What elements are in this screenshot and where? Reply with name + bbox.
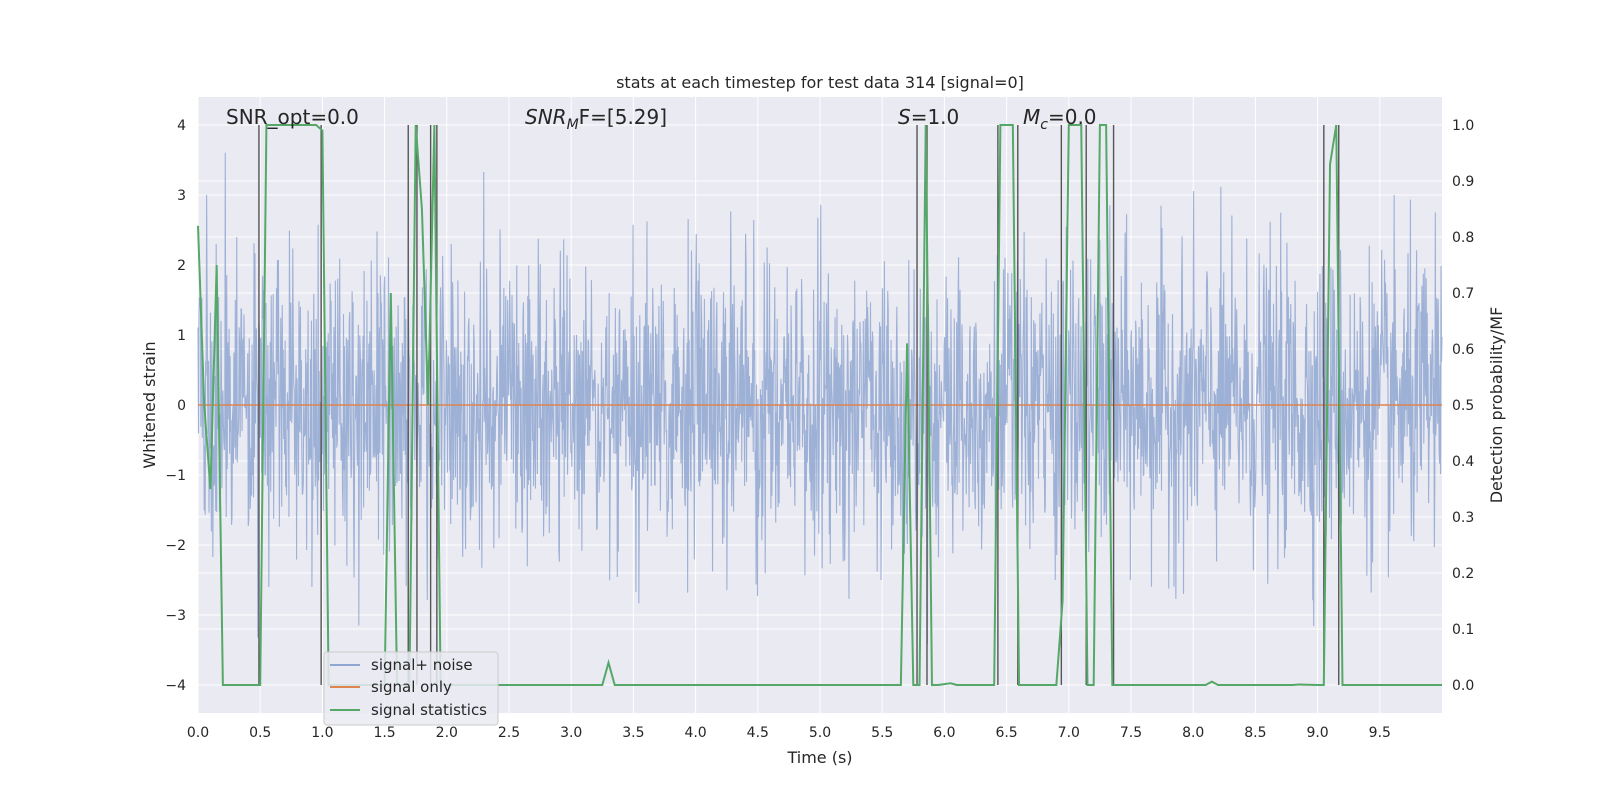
y-right-tick-label: 0.2 bbox=[1452, 566, 1474, 582]
x-tick-label: 9.0 bbox=[1306, 725, 1328, 741]
x-tick-label: 8.5 bbox=[1244, 725, 1266, 741]
y-axis-label: Whitened strain bbox=[140, 341, 159, 468]
mc-value: =0.0 bbox=[1048, 105, 1097, 129]
legend-label-signal-only: signal only bbox=[371, 678, 452, 696]
x-tick-label: 0.0 bbox=[187, 725, 209, 741]
y-tick-labels: 4 3 2 1 0 −1 −2 −3 −4 bbox=[165, 118, 186, 694]
x-tick-label: 2.5 bbox=[498, 725, 520, 741]
y-tick-label: −3 bbox=[165, 608, 186, 624]
y-right-tick-label: 0.8 bbox=[1452, 230, 1474, 246]
x-tick-label: 2.0 bbox=[436, 725, 458, 741]
annotation-snr-opt: SNR_opt=0.0 bbox=[226, 105, 359, 129]
x-tick-label: 1.0 bbox=[311, 725, 333, 741]
y-right-tick-label: 1.0 bbox=[1452, 118, 1474, 134]
legend: signal+ noise signal only signal statist… bbox=[323, 651, 499, 726]
x-tick-labels: 0.0 0.5 1.0 1.5 2.0 2.5 3.0 3.5 4.0 4.5 5.0 5.5 6.0 6… bbox=[187, 725, 1391, 741]
x-tick-label: 7.0 bbox=[1058, 725, 1080, 741]
x-tick-label: 0.5 bbox=[249, 725, 271, 741]
annotation-s: S=1.0 bbox=[898, 105, 959, 129]
x-tick-label: 3.5 bbox=[622, 725, 644, 741]
y-right-tick-label: 0.1 bbox=[1452, 622, 1474, 638]
annotation-snr-mf: SNRMF=[5.29] bbox=[525, 105, 667, 133]
snr-mf-value: F=[5.29] bbox=[579, 105, 667, 129]
y-tick-label: −2 bbox=[165, 538, 186, 554]
snr-mf-symbol: SNR bbox=[525, 105, 567, 129]
legend-label-noise: signal+ noise bbox=[371, 656, 473, 674]
annotation-mc: Mc=0.0 bbox=[1023, 105, 1097, 133]
x-tick-label: 5.0 bbox=[809, 725, 831, 741]
legend-box bbox=[323, 651, 499, 726]
y-tick-label: −1 bbox=[165, 468, 186, 484]
x-tick-label: 6.0 bbox=[933, 725, 955, 741]
mc-subscript: c bbox=[1040, 117, 1048, 133]
s-value: =1.0 bbox=[911, 105, 960, 129]
y-right-tick-label: 0.9 bbox=[1452, 174, 1474, 190]
chart-title: stats at each timestep for test data 314… bbox=[616, 73, 1024, 92]
x-tick-label: 9.5 bbox=[1369, 725, 1391, 741]
y-right-tick-label: 0.6 bbox=[1452, 342, 1474, 358]
y-tick-label: 3 bbox=[177, 188, 186, 204]
mc-symbol: M bbox=[1023, 105, 1040, 129]
x-axis-label: Time (s) bbox=[786, 748, 852, 767]
x-tick-label: 7.5 bbox=[1120, 725, 1142, 741]
signal-noise-series bbox=[197, 152, 1443, 645]
y-right-tick-label: 0.5 bbox=[1452, 398, 1474, 414]
x-tick-label: 4.5 bbox=[747, 725, 769, 741]
y-right-tick-labels: 1.0 0.9 0.8 0.7 0.6 0.5 0.4 0.3 0.2 0.1 0.0 bbox=[1452, 118, 1474, 694]
snr-mf-subscript: M bbox=[567, 117, 579, 133]
s-symbol: S bbox=[898, 105, 911, 129]
x-tick-label: 4.0 bbox=[684, 725, 706, 741]
x-tick-label: 5.5 bbox=[871, 725, 893, 741]
x-tick-label: 6.5 bbox=[995, 725, 1017, 741]
y-tick-label: 4 bbox=[177, 118, 186, 134]
y-tick-label: −4 bbox=[165, 678, 186, 694]
x-tick-label: 1.5 bbox=[373, 725, 395, 741]
x-tick-label: 3.0 bbox=[560, 725, 582, 741]
y-tick-label: 2 bbox=[177, 258, 186, 274]
y-right-tick-label: 0.7 bbox=[1452, 286, 1474, 302]
y-right-tick-label: 0.4 bbox=[1452, 454, 1474, 470]
y-tick-label: 0 bbox=[177, 398, 186, 414]
y-right-axis-label: Detection probability/MF bbox=[1487, 307, 1506, 504]
y-right-tick-label: 0.0 bbox=[1452, 678, 1474, 694]
y-tick-label: 1 bbox=[177, 328, 186, 344]
legend-label-statistics: signal statistics bbox=[371, 701, 487, 719]
signal-noise-line bbox=[197, 152, 1443, 645]
y-right-tick-label: 0.3 bbox=[1452, 510, 1474, 526]
x-tick-label: 8.0 bbox=[1182, 725, 1204, 741]
